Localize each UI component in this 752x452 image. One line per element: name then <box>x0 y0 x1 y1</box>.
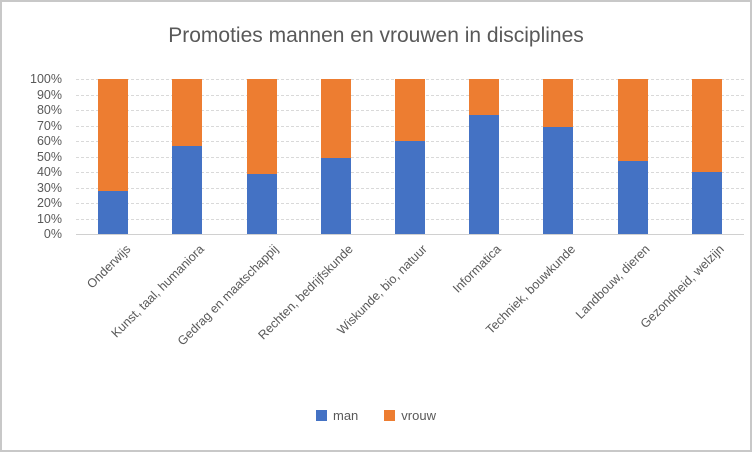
plot-area <box>76 79 744 235</box>
bar-segment-man <box>172 145 203 234</box>
legend-label-vrouw: vrouw <box>401 408 436 423</box>
bar-segment-man <box>469 114 500 234</box>
bar-slot <box>76 79 150 234</box>
stacked-bar <box>246 79 277 234</box>
bar-slot <box>299 79 373 234</box>
legend-swatch-vrouw-icon <box>384 410 396 421</box>
bar-segment-man <box>691 172 722 234</box>
x-category-label: Wiskunde, bio, natuur <box>334 242 430 338</box>
stacked-bar <box>617 79 648 234</box>
bar-slot <box>670 79 744 234</box>
bar-segment-man <box>98 190 129 234</box>
stacked-bar <box>394 79 425 234</box>
bar-segment-man <box>617 161 648 234</box>
stacked-bar <box>469 79 500 234</box>
bar-series <box>76 79 744 234</box>
stacked-bar <box>172 79 203 234</box>
y-tick-label: 100% <box>30 72 62 86</box>
bar-segment-man <box>246 173 277 234</box>
bar-segment-vrouw <box>394 79 425 141</box>
bar-segment-vrouw <box>543 79 574 128</box>
stacked-bar <box>543 79 574 234</box>
bar-slot <box>596 79 670 234</box>
y-tick-label: 40% <box>36 165 62 179</box>
bar-slot <box>447 79 521 234</box>
y-tick-label: 90% <box>36 87 62 102</box>
x-category-label: Landbouw, dieren <box>572 242 653 322</box>
x-category-label: Onderwijs <box>83 242 134 292</box>
x-axis-category-labels: Onderwijs Kunst, taal, humaniora Gedrag en… <box>76 242 744 402</box>
stacked-bar <box>691 79 722 234</box>
x-category-label: Informatica <box>450 242 505 296</box>
y-tick-label: 70% <box>36 118 62 133</box>
legend-label-man: man <box>333 408 359 423</box>
bar-segment-man <box>543 127 574 234</box>
stacked-bar <box>98 79 129 234</box>
y-axis-tick-labels: 100% 90% 80% 70% 60% 50% 40% 30% 20% 10% 0% <box>2 72 62 241</box>
y-tick-label: 80% <box>36 103 62 117</box>
bar-slot <box>521 79 595 234</box>
bar-segment-vrouw <box>469 79 500 115</box>
chart-title: Promoties mannen en vrouwen in disciplin… <box>168 24 584 47</box>
bar-segment-vrouw <box>172 79 203 146</box>
y-tick-label: 20% <box>36 196 62 210</box>
bar-segment-man <box>320 158 351 234</box>
bar-segment-vrouw <box>320 79 351 159</box>
y-tick-label: 30% <box>36 180 62 195</box>
bar-slot <box>224 79 298 234</box>
x-category-label: Techniek, bouwkunde <box>483 242 579 337</box>
y-tick-label: 0% <box>43 227 62 241</box>
x-category-label: Gezondheid, welzijn <box>637 242 727 332</box>
bar-slot <box>373 79 447 234</box>
legend-item-man: man <box>316 408 358 423</box>
bar-slot <box>150 79 224 234</box>
legend: man vrouw <box>2 408 750 423</box>
x-category-label: Rechten, bedrijfskunde <box>255 242 356 343</box>
bar-segment-vrouw <box>617 79 648 162</box>
y-tick-label: 50% <box>36 149 62 164</box>
y-tick-label: 10% <box>36 211 62 226</box>
bar-segment-vrouw <box>691 79 722 172</box>
gridline-0% <box>76 234 744 235</box>
bar-segment-man <box>394 141 425 234</box>
x-category-label: Kunst, taal, humaniora <box>108 242 208 341</box>
y-tick-label: 60% <box>36 134 62 148</box>
legend-swatch-man-icon <box>316 410 327 421</box>
x-category-label: Gedrag en maatschappij <box>175 242 282 349</box>
stacked-bar <box>320 79 351 234</box>
bar-segment-vrouw <box>98 79 129 191</box>
bar-segment-vrouw <box>246 79 277 174</box>
legend-item-vrouw: vrouw <box>384 408 436 423</box>
